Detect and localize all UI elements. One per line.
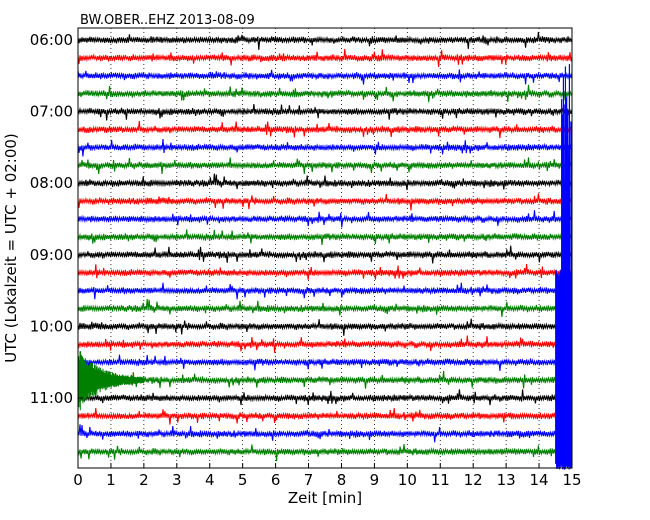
y-axis: 06:00 07:00 08:00 09:00 10:00 11:00	[30, 31, 83, 407]
x-tick-label: 3	[172, 471, 182, 489]
trace-line	[77, 210, 573, 228]
x-tick-label: 5	[238, 471, 248, 489]
x-tick-label: 14	[530, 471, 549, 489]
x-tick-label: 10	[398, 471, 417, 489]
x-tick-label: 1	[106, 471, 116, 489]
x-tick-label: 8	[337, 471, 347, 489]
trace-line	[77, 173, 573, 192]
trace-line	[77, 193, 573, 211]
x-tick-label: 12	[464, 471, 483, 489]
x-tick-label: 0	[73, 471, 83, 489]
x-tick-label: 9	[370, 471, 380, 489]
trace-line	[77, 298, 573, 318]
trace-line	[77, 282, 573, 300]
trace-line	[77, 229, 573, 246]
grid-lines	[110, 28, 540, 468]
trace-line	[77, 263, 573, 280]
x-axis-label: Zeit [min]	[288, 489, 362, 507]
x-tick-label: 2	[139, 471, 149, 489]
trace-line	[77, 138, 573, 157]
y-tick-label: 06:00	[30, 31, 73, 49]
trace-line	[77, 104, 573, 121]
trace-line	[77, 120, 573, 139]
x-tick-label: 15	[562, 471, 581, 489]
plot-frame	[77, 27, 573, 469]
x-axis: 0 1 2 3 4 5 6 7 8 9 10 11 12 13 14 15	[73, 463, 582, 489]
trace-line	[77, 443, 573, 462]
trace-line	[77, 370, 573, 389]
trace-line	[77, 318, 573, 336]
trace-line	[77, 389, 573, 406]
x-tick-label: 11	[431, 471, 450, 489]
event-coda	[77, 351, 145, 411]
y-tick-label: 08:00	[30, 174, 73, 192]
trace-line	[77, 69, 573, 85]
y-tick-label: 10:00	[30, 317, 73, 335]
x-tick-label: 13	[497, 471, 516, 489]
y-axis-label: UTC (Lokalzeit = UTC + 02:00)	[2, 133, 20, 363]
trace-line	[77, 31, 573, 50]
x-tick-label: 6	[271, 471, 281, 489]
x-tick-label: 4	[205, 471, 215, 489]
x-tick-label: 7	[304, 471, 314, 489]
trace-group	[77, 31, 573, 462]
trace-line	[77, 335, 573, 353]
y-tick-label: 11:00	[30, 389, 73, 407]
trace-line	[77, 48, 573, 68]
y-tick-label: 07:00	[30, 103, 73, 121]
trace-line	[77, 407, 573, 425]
trace-line	[77, 157, 573, 175]
chart-title: BW.OBER..EHZ 2013-08-09	[80, 13, 255, 28]
trace-line	[77, 424, 573, 443]
y-tick-label: 09:00	[30, 246, 73, 264]
trace-line	[77, 354, 573, 371]
trace-line	[77, 84, 573, 103]
trace-line	[77, 245, 573, 264]
